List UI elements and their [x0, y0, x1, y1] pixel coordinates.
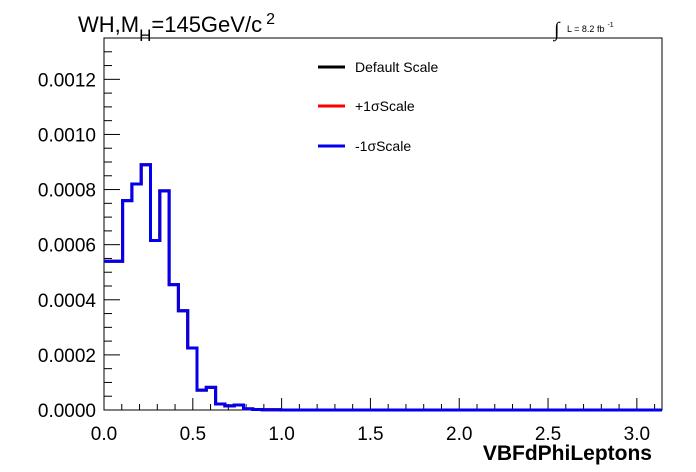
- y-tick-label: 0.0004: [38, 291, 97, 312]
- chart-title-main: WH,M: [78, 12, 139, 37]
- x-tick-label: 2.5: [535, 424, 561, 445]
- y-tick-label: 0.0000: [38, 401, 96, 422]
- y-tick-label: 0.0010: [38, 125, 96, 146]
- legend-label-plus-1sigma: +1σScale: [355, 98, 415, 114]
- histogram-series: [104, 163, 662, 412]
- y-tick-label: 0.0006: [38, 236, 96, 257]
- y-tick-label: 0.0012: [38, 70, 96, 91]
- y-tick-label: 0.0002: [38, 346, 96, 367]
- series-line-2: [104, 163, 662, 412]
- chart-title: WH,MH=145GeV/c 2: [78, 11, 275, 45]
- axis-ticks: [103, 37, 656, 411]
- y-tick-label: 0.0008: [38, 181, 96, 202]
- luminosity-label: L = 8.2 fb -1: [567, 22, 614, 34]
- legend-label-default-scale: Default Scale: [355, 59, 438, 75]
- legend-label-minus-1sigma: -1σScale: [355, 138, 411, 154]
- chart-title-superscript: 2: [266, 11, 275, 28]
- x-tick-label: 1.0: [268, 424, 294, 445]
- x-tick-label: 1.5: [357, 424, 383, 445]
- x-tick-label: 0.0: [91, 424, 117, 445]
- luminosity-integral-symbol: ∫: [552, 19, 561, 42]
- axis-tick-labels: 0.0 0.5 1.0 1.5 2.0 2.5 3.0 0.0000 0.0002 0.0004 0…: [38, 70, 650, 445]
- x-tick-label: 3.0: [624, 424, 650, 445]
- x-tick-label: 0.5: [180, 424, 206, 445]
- luminosity-text: L = 8.2 fb: [567, 24, 604, 34]
- legend: Default Scale +1σScale -1σScale: [318, 59, 438, 154]
- x-tick-label: 2.0: [446, 424, 472, 445]
- chart-title-subscript: H: [139, 26, 151, 45]
- luminosity-superscript: -1: [607, 22, 613, 29]
- x-axis-title: VBFdPhiLeptons: [483, 442, 652, 465]
- chart-title-rest: =145GeV/c: [151, 12, 262, 37]
